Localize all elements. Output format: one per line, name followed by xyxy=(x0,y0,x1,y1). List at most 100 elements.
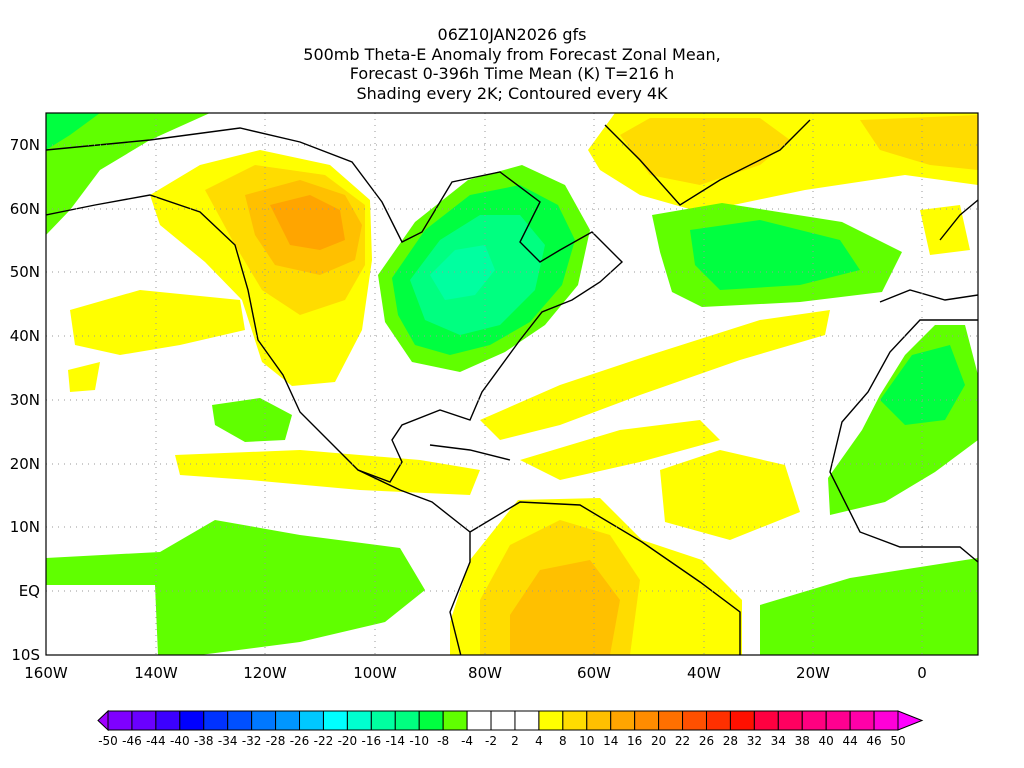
colorbar-swatch xyxy=(705,710,731,731)
anomaly-region-negative xyxy=(46,520,425,655)
lon-label: 100W xyxy=(353,664,397,682)
colorbar-label: -2 xyxy=(485,734,497,748)
colorbar-swatch xyxy=(777,710,803,731)
lat-label: EQ xyxy=(19,582,40,600)
colorbar-label: -40 xyxy=(170,734,190,748)
colorbar-label: 8 xyxy=(559,734,567,748)
colorbar-label: -16 xyxy=(362,734,382,748)
anomaly-region-negative xyxy=(690,220,860,290)
colorbar-label: 4 xyxy=(535,734,543,748)
anomaly-region-positive xyxy=(510,560,620,655)
lon-label: 160W xyxy=(24,664,68,682)
colorbar-swatch xyxy=(442,710,468,731)
colorbar-high-extend xyxy=(897,710,924,731)
colorbar-swatch xyxy=(490,710,516,731)
colorbar-label: -38 xyxy=(194,734,214,748)
colorbar-swatch xyxy=(586,710,612,731)
colorbar-swatch xyxy=(682,710,707,731)
colorbar-label: 10 xyxy=(579,734,594,748)
lon-label: 40W xyxy=(687,664,721,682)
lon-label: 140W xyxy=(134,664,178,682)
lon-label: 0 xyxy=(917,664,927,682)
lat-label: 20N xyxy=(10,455,40,473)
colorbar-swatch xyxy=(107,710,133,731)
colorbar-label: -8 xyxy=(437,734,449,748)
colorbar-swatch xyxy=(394,710,420,731)
colorbar-label: 28 xyxy=(723,734,738,748)
coastline-europe xyxy=(879,199,978,303)
colorbar-swatch xyxy=(275,710,301,731)
colorbar-swatch xyxy=(251,710,277,731)
colorbar-label: -14 xyxy=(385,734,405,748)
anomaly-region-negative xyxy=(46,113,100,150)
lon-label: 120W xyxy=(243,664,287,682)
colorbar: -50 -46 -44 -40 -38 -34 -32 -28 -26 -22 -20 -16 -14-… xyxy=(97,709,924,748)
colorbar-swatch xyxy=(370,710,396,731)
coastline-north-america xyxy=(46,127,624,483)
anomaly-region-positive xyxy=(175,450,480,495)
lat-label: 50N xyxy=(10,263,40,281)
colorbar-swatch xyxy=(634,710,660,731)
colorbar-swatch xyxy=(825,710,851,731)
colorbar-label: 44 xyxy=(842,734,857,748)
colorbar-swatch xyxy=(849,710,875,731)
colorbar-label: 38 xyxy=(795,734,810,748)
colorbar-swatch xyxy=(203,710,229,731)
colorbar-swatch xyxy=(801,710,827,731)
colorbar-label: 34 xyxy=(771,734,786,748)
colorbar-swatch xyxy=(346,710,372,731)
colorbar-label: -32 xyxy=(242,734,262,748)
graticule xyxy=(46,113,978,655)
colorbar-label: 32 xyxy=(747,734,762,748)
colorbar-swatch xyxy=(155,710,181,731)
title-line-2: 500mb Theta-E Anomaly from Forecast Zona… xyxy=(303,44,721,64)
anomaly-region-positive xyxy=(480,310,830,440)
anomaly-region-positive xyxy=(620,118,790,185)
colorbar-label: 40 xyxy=(819,734,834,748)
lon-label: 20W xyxy=(796,664,830,682)
lat-label: 70N xyxy=(10,136,40,154)
colorbar-swatch xyxy=(131,710,157,731)
colorbar-swatch xyxy=(227,710,253,731)
lon-label: 60W xyxy=(577,664,611,682)
colorbar-label: -44 xyxy=(146,734,166,748)
lat-label: 10S xyxy=(11,646,40,664)
colorbar-swatch xyxy=(753,710,779,731)
coastline-cuba xyxy=(429,444,511,461)
coastline-south-america xyxy=(449,501,741,655)
anomaly-region-positive xyxy=(270,195,345,250)
colorbar-swatch xyxy=(538,710,564,731)
colorbar-label: -34 xyxy=(218,734,238,748)
title-line-1: 06Z10JAN2026 gfs xyxy=(437,25,587,44)
colorbar-swatch xyxy=(873,710,899,731)
colorbar-swatch xyxy=(514,710,540,731)
colorbar-swatch xyxy=(658,710,684,731)
colorbar-label: -50 xyxy=(98,734,118,748)
title-line-3: Forecast 0-396h Time Mean (K) T=216 h xyxy=(349,64,675,83)
anomaly-region-positive xyxy=(660,450,800,540)
coastline-central-america xyxy=(357,469,471,533)
lat-axis: 70N 60N 50N 40N 30N 20N 10N EQ 10S xyxy=(10,136,40,664)
anomaly-region-positive xyxy=(70,290,245,355)
chart-title: 06Z10JAN2026 gfs 500mb Theta-E Anomaly f… xyxy=(0,25,1024,103)
colorbar-label: 14 xyxy=(603,734,618,748)
anomaly-region-positive xyxy=(68,362,100,392)
colorbar-swatch xyxy=(562,710,588,731)
colorbar-label: -22 xyxy=(314,734,334,748)
colorbar-swatch xyxy=(299,710,324,731)
colorbar-label: -4 xyxy=(461,734,473,748)
colorbar-swatch xyxy=(466,710,492,731)
colorbar-label: 26 xyxy=(699,734,714,748)
colorbar-label: 16 xyxy=(627,734,642,748)
colorbar-label: -20 xyxy=(338,734,358,748)
anomaly-region-negative xyxy=(212,398,292,442)
colorbar-label: 50 xyxy=(890,734,905,748)
lon-label: 80W xyxy=(468,664,502,682)
lat-label: 30N xyxy=(10,391,40,409)
title-line-4: Shading every 2K; Contoured every 4K xyxy=(356,83,668,103)
anomaly-region-negative xyxy=(46,113,210,235)
plot-frame xyxy=(45,112,979,656)
anomaly-region-negative xyxy=(760,558,978,655)
anomaly-region-negative xyxy=(430,245,495,300)
